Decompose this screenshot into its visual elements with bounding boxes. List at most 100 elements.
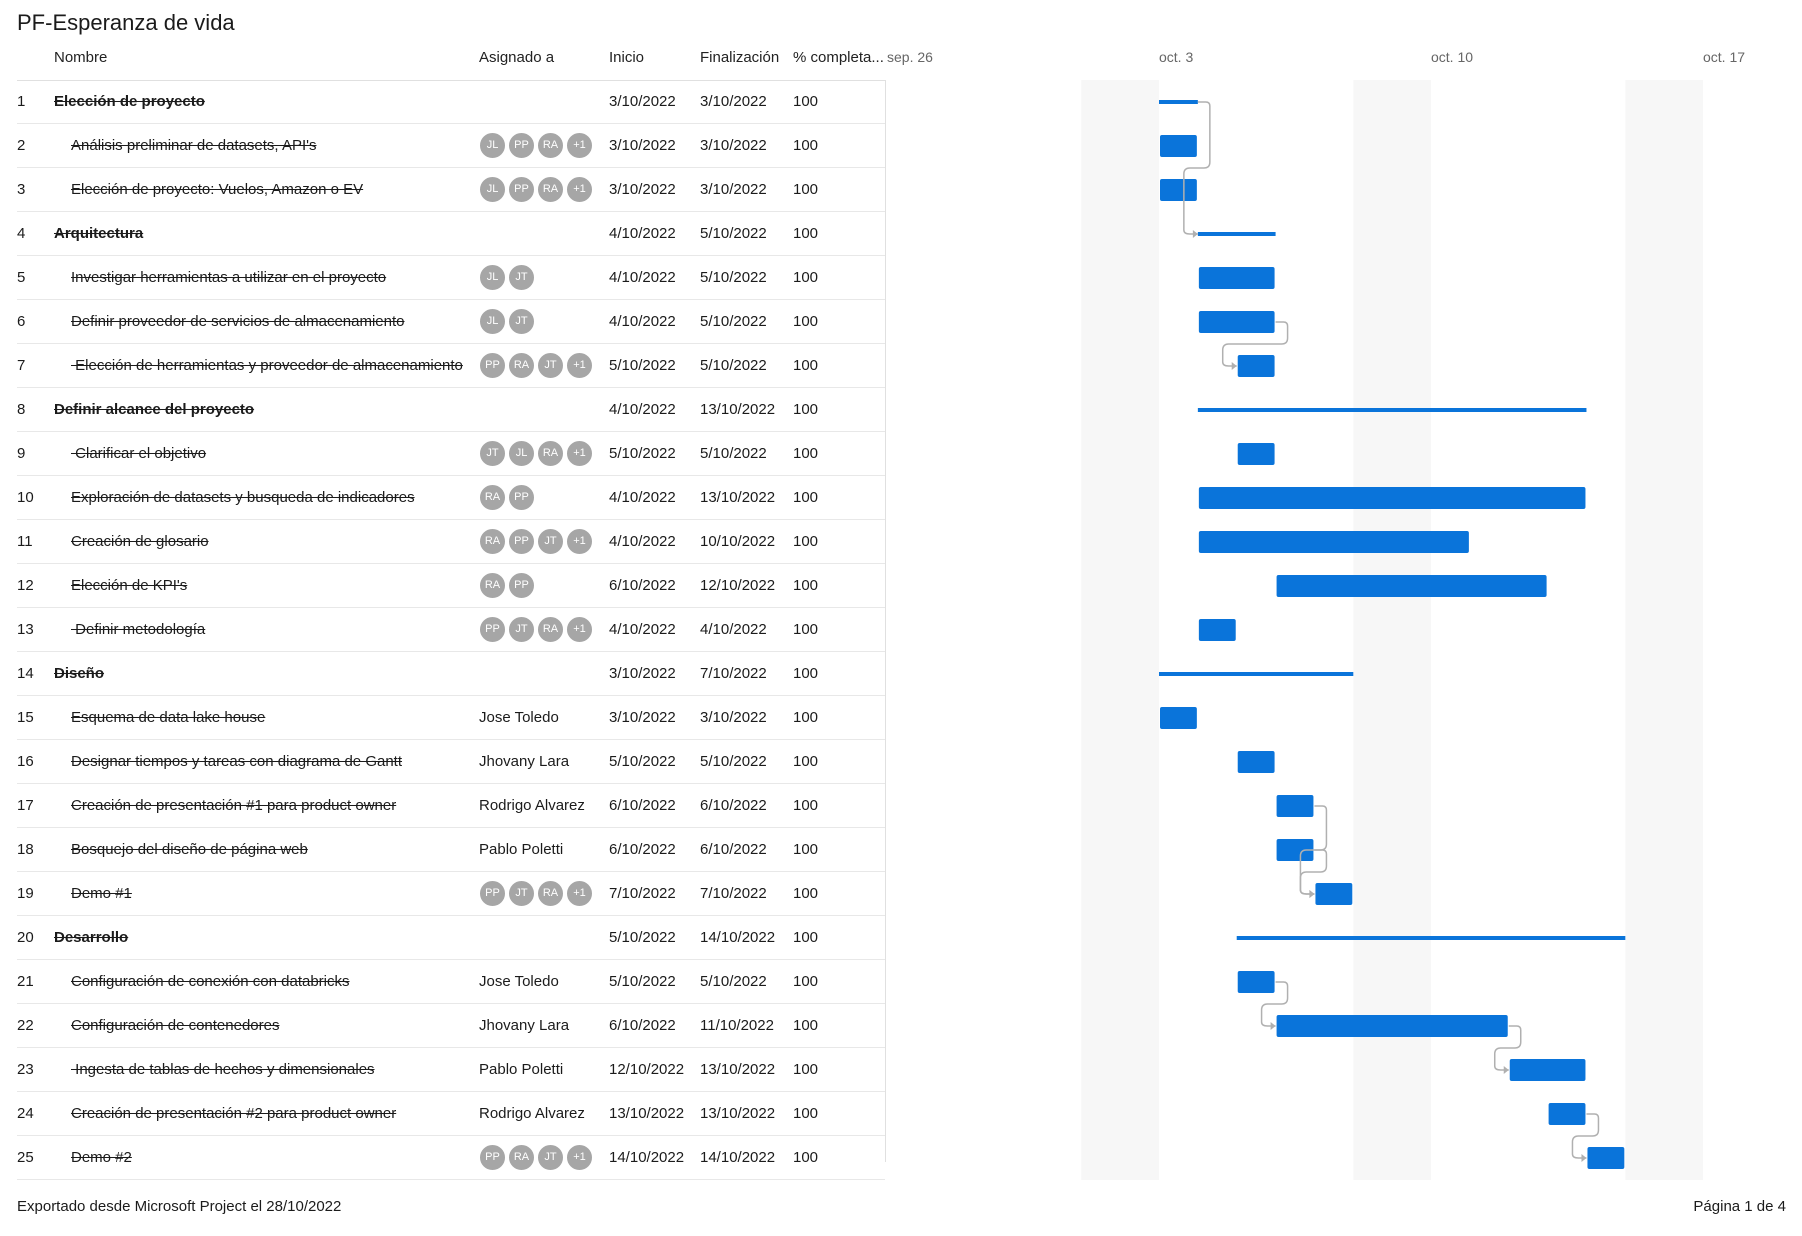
task-name[interactable]: Demo #1 bbox=[71, 872, 481, 915]
task-assigned[interactable] bbox=[479, 388, 604, 431]
task-row[interactable]: 16 Designar tiempos y tareas con diagrama… bbox=[17, 740, 885, 784]
task-name[interactable]: Creación de presentación #1 para product… bbox=[71, 784, 481, 827]
task-assigned[interactable]: RA PP bbox=[479, 564, 604, 607]
avatar[interactable]: JT bbox=[537, 528, 564, 555]
task-row[interactable]: 20 Desarrollo 5/10/2022 14/10/2022 100 bbox=[17, 916, 885, 960]
task-name[interactable]: Configuración de contenedores bbox=[71, 1004, 481, 1047]
task-assigned[interactable]: Jose Toledo bbox=[479, 973, 559, 990]
task-assigned[interactable] bbox=[479, 80, 604, 123]
avatar[interactable]: JT bbox=[508, 264, 535, 291]
gantt-task-bar[interactable] bbox=[1276, 839, 1314, 861]
avatar[interactable]: RA bbox=[537, 176, 564, 203]
task-name[interactable]: Definir alcance del proyecto bbox=[54, 388, 464, 431]
task-name[interactable]: Elección de herramientas y proveedor de … bbox=[71, 344, 481, 387]
gantt-task-bar[interactable] bbox=[1237, 443, 1275, 465]
avatar-overflow-count[interactable]: +1 bbox=[566, 528, 593, 555]
avatar[interactable]: RA bbox=[537, 440, 564, 467]
avatar[interactable]: PP bbox=[479, 616, 506, 643]
col-header-finish[interactable]: Finalización bbox=[700, 49, 780, 66]
gantt-summary-bar[interactable] bbox=[1197, 232, 1276, 236]
gantt-task-bar[interactable] bbox=[1198, 267, 1275, 289]
gantt-task-bar[interactable] bbox=[1276, 795, 1314, 817]
avatar-overflow-count[interactable]: +1 bbox=[566, 176, 593, 203]
avatar[interactable]: PP bbox=[508, 484, 535, 511]
gantt-summary-bar[interactable] bbox=[1197, 408, 1587, 412]
task-assigned[interactable]: JL PP RA +1 bbox=[479, 124, 604, 167]
avatar[interactable]: RA bbox=[479, 484, 506, 511]
avatar[interactable]: PP bbox=[479, 1144, 506, 1171]
gantt-summary-bar[interactable] bbox=[1159, 100, 1198, 104]
avatar-overflow-count[interactable]: +1 bbox=[566, 132, 593, 159]
task-name[interactable]: Investigar herramientas a utilizar en el… bbox=[71, 256, 481, 299]
avatar[interactable]: RA bbox=[508, 352, 535, 379]
task-name[interactable]: Creación de presentación #2 para product… bbox=[71, 1092, 481, 1135]
gantt-task-bar[interactable] bbox=[1160, 707, 1197, 729]
avatar[interactable]: RA bbox=[537, 880, 564, 907]
avatar[interactable]: PP bbox=[508, 528, 535, 555]
avatar[interactable]: PP bbox=[479, 880, 506, 907]
avatar[interactable]: JL bbox=[479, 132, 506, 159]
task-row[interactable]: 5 Investigar herramientas a utilizar en e… bbox=[17, 256, 885, 300]
task-assigned[interactable]: Jhovany Lara bbox=[479, 1017, 570, 1034]
task-name[interactable]: Bosquejo del diseño de página web bbox=[71, 828, 481, 871]
task-name[interactable]: Exploración de datasets y busqueda de in… bbox=[71, 476, 481, 519]
task-name[interactable]: Configuración de conexión con databricks bbox=[71, 960, 481, 1003]
avatar[interactable]: JT bbox=[508, 880, 535, 907]
gantt-task-bar[interactable] bbox=[1160, 179, 1197, 201]
task-assigned[interactable]: JL JT bbox=[479, 300, 604, 343]
avatar[interactable]: JL bbox=[479, 264, 506, 291]
avatar-overflow-count[interactable]: +1 bbox=[566, 616, 593, 643]
avatar[interactable]: RA bbox=[537, 616, 564, 643]
gantt-task-bar[interactable] bbox=[1237, 971, 1275, 993]
avatar-overflow-count[interactable]: +1 bbox=[566, 1144, 593, 1171]
avatar[interactable]: JL bbox=[479, 176, 506, 203]
task-row[interactable]: 19 Demo #1 PP JT RA +1 7/10/2022 7/10/2022 100 bbox=[17, 872, 885, 916]
task-assigned[interactable]: RA PP JT +1 bbox=[479, 520, 604, 563]
task-name[interactable]: Análisis preliminar de datasets, API's bbox=[71, 124, 481, 167]
avatar[interactable]: PP bbox=[508, 572, 535, 599]
avatar[interactable]: JT bbox=[508, 616, 535, 643]
avatar-overflow-count[interactable]: +1 bbox=[566, 440, 593, 467]
task-assigned[interactable]: JL JT bbox=[479, 256, 604, 299]
avatar-overflow-count[interactable]: +1 bbox=[566, 880, 593, 907]
task-assigned[interactable]: JT JL RA +1 bbox=[479, 432, 604, 475]
avatar[interactable]: PP bbox=[508, 176, 535, 203]
task-name[interactable]: Elección de proyecto: Vuelos, Amazon o E… bbox=[71, 168, 481, 211]
avatar[interactable]: RA bbox=[508, 1144, 535, 1171]
task-row[interactable]: 2 Análisis preliminar de datasets, API's J… bbox=[17, 124, 885, 168]
task-row[interactable]: 8 Definir alcance del proyecto 4/10/2022 13… bbox=[17, 388, 885, 432]
task-row[interactable]: 1 Elección de proyecto 3/10/2022 3/10/2022 1… bbox=[17, 80, 885, 124]
avatar[interactable]: PP bbox=[479, 352, 506, 379]
task-name[interactable]: Designar tiempos y tareas con diagrama d… bbox=[71, 740, 481, 783]
task-row[interactable]: 4 Arquitectura 4/10/2022 5/10/2022 100 bbox=[17, 212, 885, 256]
task-row[interactable]: 6 Definir proveedor de servicios de almac… bbox=[17, 300, 885, 344]
col-header-percent[interactable]: % completa... bbox=[793, 49, 884, 66]
task-assigned[interactable]: Rodrigo Alvarez bbox=[479, 1105, 585, 1122]
avatar[interactable]: RA bbox=[479, 528, 506, 555]
task-name[interactable]: Arquitectura bbox=[54, 212, 464, 255]
task-row[interactable]: 21 Configuración de conexión con databric… bbox=[17, 960, 885, 1004]
avatar[interactable]: JL bbox=[508, 440, 535, 467]
task-name[interactable]: Demo #2 bbox=[71, 1136, 481, 1179]
col-header-assigned[interactable]: Asignado a bbox=[479, 49, 555, 66]
task-row[interactable]: 11 Creación de glosario RA PP JT +1 4/10/2022 1… bbox=[17, 520, 885, 564]
gantt-task-bar[interactable] bbox=[1276, 1015, 1508, 1037]
task-row[interactable]: 12 Elección de KPI's RA PP 6/10/2022 12/10/20… bbox=[17, 564, 885, 608]
avatar[interactable]: JT bbox=[508, 308, 535, 335]
task-row[interactable]: 7 Elección de herramientas y proveedor d… bbox=[17, 344, 885, 388]
task-assigned[interactable]: PP RA JT +1 bbox=[479, 1136, 604, 1179]
gantt-task-bar[interactable] bbox=[1509, 1059, 1586, 1081]
task-assigned[interactable] bbox=[479, 652, 604, 695]
task-assigned[interactable]: Jose Toledo bbox=[479, 709, 559, 726]
avatar[interactable]: PP bbox=[508, 132, 535, 159]
col-header-start[interactable]: Inicio bbox=[609, 49, 645, 66]
gantt-task-bar[interactable] bbox=[1198, 531, 1469, 553]
task-name[interactable]: Elección de proyecto bbox=[54, 80, 464, 123]
task-assigned[interactable]: PP JT RA +1 bbox=[479, 872, 604, 915]
task-row[interactable]: 17 Creación de presentación #1 para produ… bbox=[17, 784, 885, 828]
task-assigned[interactable]: Pablo Poletti bbox=[479, 841, 564, 858]
task-assigned[interactable] bbox=[479, 212, 604, 255]
gantt-task-bar[interactable] bbox=[1548, 1103, 1586, 1125]
task-name[interactable]: Esquema de data lake house bbox=[71, 696, 481, 739]
col-header-name[interactable]: Nombre bbox=[54, 49, 108, 66]
